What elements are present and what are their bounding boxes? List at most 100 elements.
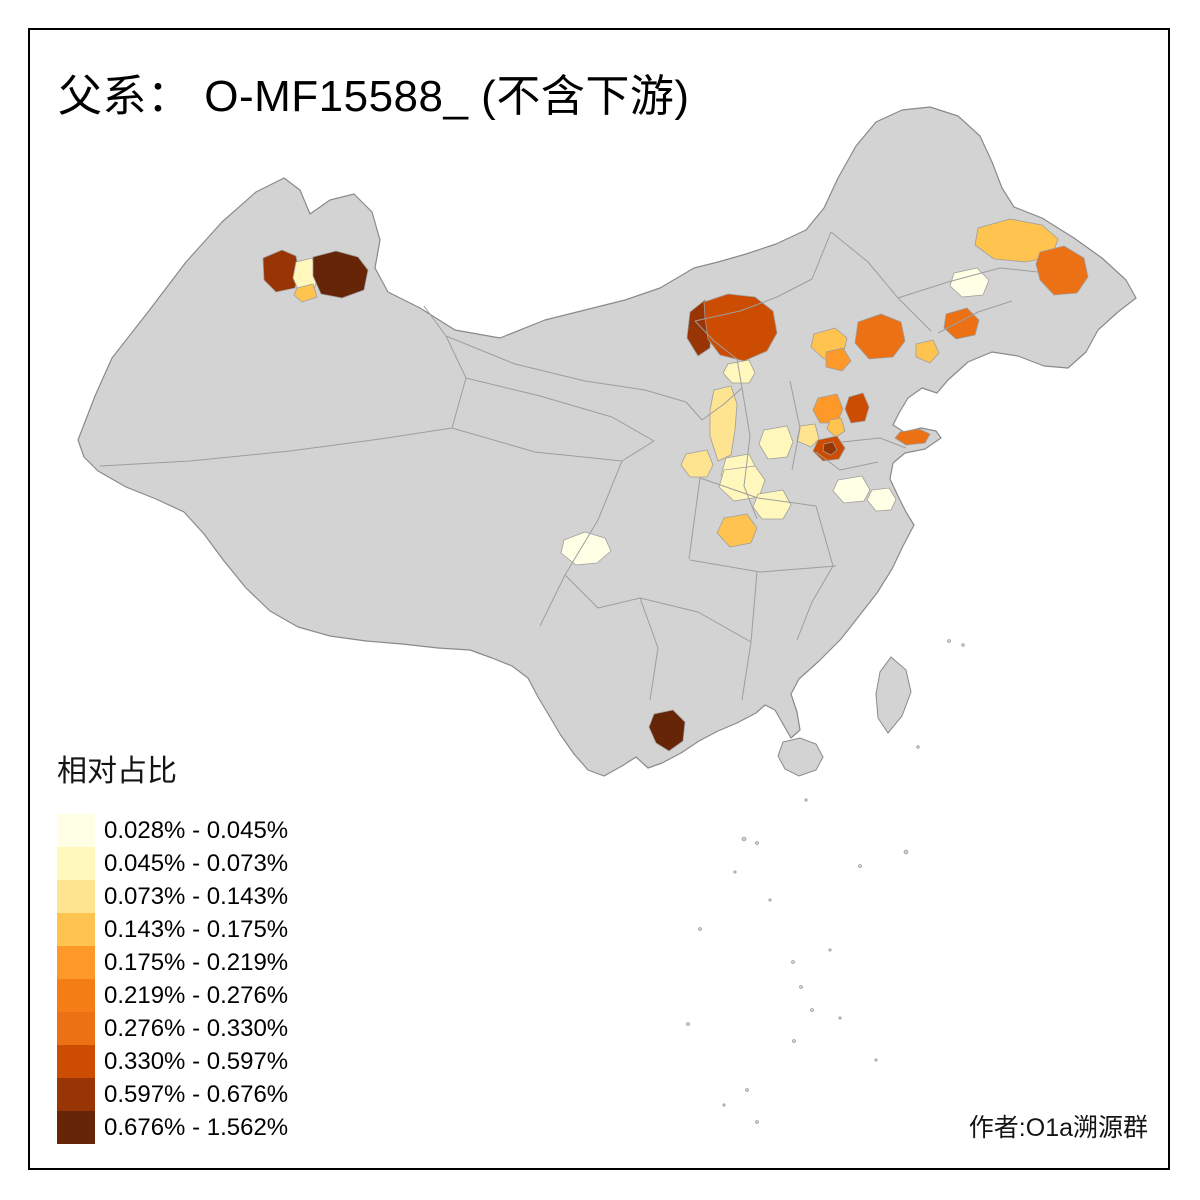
province-border-line xyxy=(689,559,837,573)
island-dot xyxy=(874,1058,878,1062)
legend-swatch xyxy=(57,814,95,847)
island-dot xyxy=(828,948,832,952)
legend-swatch xyxy=(57,1111,95,1144)
region-heilongjiang-harbin xyxy=(1035,245,1089,296)
province-border-line xyxy=(796,565,834,641)
legend-title: 相对占比 xyxy=(57,755,177,788)
province-border-line xyxy=(830,231,932,332)
province-border-line xyxy=(465,377,655,462)
province-border-line xyxy=(445,335,703,421)
legend-row: 0.330% - 0.597% xyxy=(57,1045,288,1078)
author-credit: 作者:O1a溯源群 xyxy=(968,1114,1148,1142)
region-xinjiang-ili-east xyxy=(312,250,369,299)
region-liaoning-east xyxy=(915,339,940,364)
legend-row: 0.143% - 0.175% xyxy=(57,913,288,946)
region-jinan-core xyxy=(822,441,838,456)
province-border-line xyxy=(451,427,623,462)
legend-row: 0.175% - 0.219% xyxy=(57,946,288,979)
island-dot xyxy=(838,1016,842,1020)
legend-row: 0.597% - 0.676% xyxy=(57,1078,288,1111)
hainan-island xyxy=(777,737,824,777)
prefecture-regions xyxy=(262,218,1089,752)
legend-label: 0.276% - 0.330% xyxy=(104,1014,289,1042)
legend-label: 0.219% - 0.276% xyxy=(104,981,289,1009)
region-henan-east xyxy=(752,489,792,520)
region-heilongjiang-daqing-pale xyxy=(949,267,990,298)
region-tangshan xyxy=(844,392,870,424)
island-dot xyxy=(755,1120,759,1124)
island-dot xyxy=(733,870,737,874)
island-dot xyxy=(947,639,951,643)
legend: 相对占比 0.028% - 0.045% 0.045% - 0.073% 0.073… xyxy=(57,746,288,1144)
island-dot xyxy=(698,927,702,931)
province-borders xyxy=(99,231,1039,701)
island-dot xyxy=(858,864,862,868)
province-border-line xyxy=(815,505,834,567)
province-border-line xyxy=(897,267,1039,299)
province-border-line xyxy=(564,574,641,609)
legend-swatch xyxy=(57,1045,95,1078)
island-dot xyxy=(810,1008,814,1012)
island-dot xyxy=(745,1088,749,1092)
legend-label: 0.175% - 0.219% xyxy=(104,948,289,976)
province-border-line xyxy=(699,477,817,507)
region-shanxi-north-strip xyxy=(709,385,738,462)
region-jiangsu-north xyxy=(832,475,871,504)
island-dot xyxy=(768,898,772,902)
legend-items: 0.028% - 0.045% 0.045% - 0.073% 0.073% - 0… xyxy=(57,814,288,1144)
legend-label: 0.028% - 0.045% xyxy=(104,816,289,844)
island-dot xyxy=(916,745,920,749)
province-border-line xyxy=(694,320,743,421)
province-border-line xyxy=(789,380,801,471)
region-sichuan-chengdu xyxy=(560,531,612,566)
legend-swatch xyxy=(57,913,95,946)
province-border-line xyxy=(750,571,758,643)
legend-row: 0.045% - 0.073% xyxy=(57,847,288,880)
legend-label: 0.045% - 0.073% xyxy=(104,849,289,877)
province-border-line xyxy=(694,231,832,322)
legend-label: 0.330% - 0.597% xyxy=(104,1047,289,1075)
region-liaoning-jinzhou xyxy=(825,347,852,372)
legend-row: 0.676% - 1.562% xyxy=(57,1111,288,1144)
region-tianjin xyxy=(826,417,846,438)
legend-row: 0.219% - 0.276% xyxy=(57,979,288,1012)
island-dot xyxy=(961,643,965,647)
legend-row: 0.028% - 0.045% xyxy=(57,814,288,847)
province-border-line xyxy=(841,437,907,449)
province-border-line xyxy=(741,387,758,520)
region-inner-mongolia-baotou xyxy=(703,293,778,362)
island-dot xyxy=(686,1022,690,1026)
mainland-china xyxy=(77,106,1137,777)
region-jiangsu-center xyxy=(866,487,897,512)
region-xinjiang-ili-south xyxy=(293,283,318,303)
legend-label: 0.676% - 1.562% xyxy=(104,1113,289,1141)
legend-swatch xyxy=(57,979,95,1012)
region-jilin-changchun xyxy=(854,313,906,360)
legend-label: 0.143% - 0.175% xyxy=(104,915,289,943)
province-border-line xyxy=(539,460,623,627)
legend-swatch xyxy=(57,847,95,880)
south-china-sea-islands xyxy=(686,639,965,1124)
taiwan-island xyxy=(875,656,912,734)
region-henan-west xyxy=(680,449,714,478)
region-yunnan-south xyxy=(648,709,686,752)
province-border-line xyxy=(639,597,752,643)
legend-row: 0.073% - 0.143% xyxy=(57,880,288,913)
legend-swatch xyxy=(57,1012,95,1045)
island-dot xyxy=(792,1039,796,1043)
legend-swatch xyxy=(57,1078,95,1111)
page-title: 父系： O-MF15588_ (不含下游) xyxy=(58,72,690,121)
island-dot xyxy=(741,836,747,842)
legend-swatch xyxy=(57,880,95,913)
island-dot xyxy=(799,985,803,989)
province-border-line xyxy=(639,597,659,701)
province-border-line xyxy=(741,641,752,701)
legend-label: 0.597% - 0.676% xyxy=(104,1080,289,1108)
island-dot xyxy=(804,798,808,802)
province-border-line xyxy=(937,300,1013,334)
island-dot xyxy=(903,849,909,855)
island-dot xyxy=(722,1103,726,1107)
province-border-line xyxy=(688,477,701,560)
